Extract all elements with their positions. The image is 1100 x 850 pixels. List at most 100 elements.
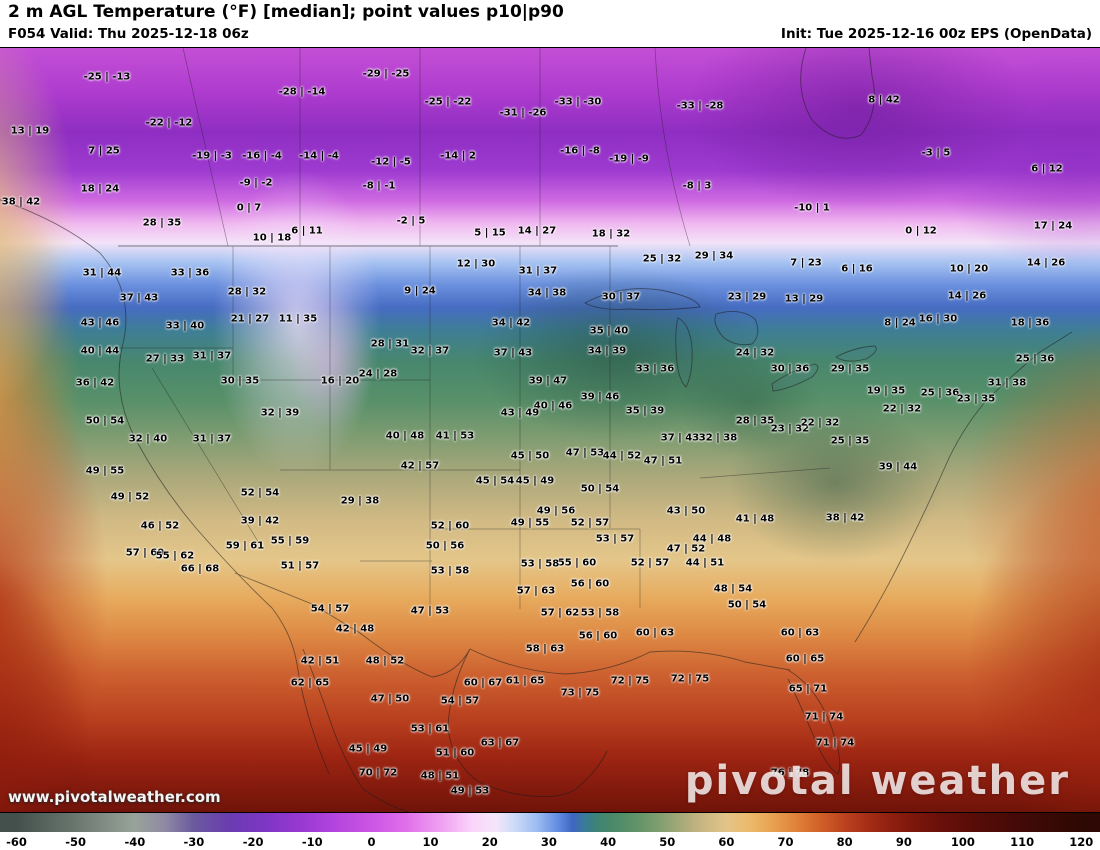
- point-value: 47 | 52: [666, 543, 706, 555]
- point-value: 28 | 35: [735, 415, 775, 427]
- point-value: 57 | 62: [540, 607, 580, 619]
- point-value: 43 | 49: [500, 407, 540, 419]
- point-value: 39 | 42: [240, 515, 280, 527]
- point-value: 45 | 49: [515, 475, 555, 487]
- point-value: 57 | 60: [125, 547, 165, 559]
- point-value: 8 | 24: [884, 317, 916, 329]
- point-value: 52 | 60: [430, 520, 470, 532]
- point-value: 25 | 35: [830, 435, 870, 447]
- temperature-colorbar: -60 -50 -40 -30 -20 -10 0 10 20 30 40 50 60 70 80 90 100…: [0, 813, 1100, 850]
- colorbar-tick-label: -50: [65, 835, 87, 849]
- colorbar-tick-label: 30: [540, 835, 557, 849]
- point-value: 47 | 50: [370, 693, 410, 705]
- point-value: 48 | 52: [365, 655, 405, 667]
- point-value: 31 | 37: [192, 350, 232, 362]
- point-value: 39 | 46: [580, 391, 620, 403]
- point-value: -29 | -25: [362, 68, 410, 80]
- point-value: 29 | 35: [830, 363, 870, 375]
- point-value: 17 | 24: [1033, 220, 1073, 232]
- mexico-gulf-coast: [447, 648, 608, 798]
- point-value: 5 | 15: [474, 227, 506, 239]
- point-value: 14 | 27: [517, 225, 557, 237]
- point-value: 24 | 28: [358, 368, 398, 380]
- point-value: -9 | -2: [239, 177, 273, 189]
- point-value: 48 | 54: [713, 583, 753, 595]
- colorbar-gradient: [0, 813, 1100, 832]
- point-value: 41 | 48: [735, 513, 775, 525]
- point-value: 29 | 38: [340, 495, 380, 507]
- point-value: -19 | -3: [192, 150, 232, 162]
- point-value: 19 | 35: [866, 385, 906, 397]
- lake-michigan: [675, 317, 693, 388]
- point-value: -25 | -13: [83, 71, 131, 83]
- point-value: 58 | 63: [525, 643, 565, 655]
- point-value: 40 | 44: [80, 345, 120, 357]
- lake-erie: [771, 363, 819, 392]
- gulf-of-california: [302, 648, 418, 814]
- point-value: 6 | 12: [1031, 163, 1063, 175]
- point-value: -12 | -5: [371, 156, 411, 168]
- point-value: -3 | 5: [921, 147, 951, 159]
- point-value: 49 | 52: [110, 491, 150, 503]
- point-value: 50 | 56: [425, 540, 465, 552]
- point-value: 35 | 40: [589, 325, 629, 337]
- point-value: 60 | 67: [463, 677, 503, 689]
- point-value: 44 | 52: [602, 450, 642, 462]
- point-value: 32 | 37: [410, 345, 450, 357]
- point-value: 59 | 61: [225, 540, 265, 552]
- point-value: 39 | 47: [528, 375, 568, 387]
- brand-watermark: pivotal weather: [684, 758, 1070, 804]
- point-value: 52 | 57: [570, 517, 610, 529]
- point-value: 18 | 24: [80, 183, 120, 195]
- colorbar-tick-label: 20: [481, 835, 498, 849]
- colorbar-tick-label: 60: [718, 835, 735, 849]
- point-value: 47 | 53: [410, 605, 450, 617]
- point-value: 43 | 50: [666, 505, 706, 517]
- point-value: -2 | 5: [396, 215, 426, 227]
- point-value: 71 | 74: [804, 711, 844, 723]
- colorbar-tick-label: 10: [422, 835, 439, 849]
- florida-peninsula: [787, 669, 841, 775]
- point-value: 28 | 31: [370, 338, 410, 350]
- point-value: 37 | 43: [119, 292, 159, 304]
- point-value: 6 | 11: [291, 225, 323, 237]
- colorbar-tick-label: 0: [367, 835, 376, 849]
- point-value: 38 | 42: [825, 512, 865, 524]
- point-value: 31 | 38: [987, 377, 1027, 389]
- point-value: 18 | 32: [591, 228, 631, 240]
- point-value: 44 | 51: [685, 557, 725, 569]
- point-value: 51 | 60: [435, 747, 475, 759]
- point-value: 25 | 36: [920, 387, 960, 399]
- point-value: -14 | -4: [299, 150, 339, 162]
- point-value: 71 | 74: [815, 737, 855, 749]
- point-value: 44 | 48: [692, 533, 732, 545]
- point-value: 6 | 16: [841, 263, 873, 275]
- point-value: 53 | 58: [520, 558, 560, 570]
- page-title: 2 m AGL Temperature (°F) [median]; point…: [8, 2, 564, 22]
- pacific-coastline: [0, 199, 330, 775]
- point-value: -8 | -1: [362, 180, 396, 192]
- point-value: 72 | 75: [610, 675, 650, 687]
- point-value: 61 | 65: [505, 675, 545, 687]
- point-value: 11 | 35: [278, 313, 318, 325]
- point-value: 7 | 23: [790, 257, 822, 269]
- point-value: -19 | -9: [609, 153, 649, 165]
- atlantic-coastline: [854, 331, 1073, 643]
- point-value: 70 | 72: [358, 767, 398, 779]
- point-value: 49 | 56: [536, 505, 576, 517]
- point-value: 25 | 32: [642, 253, 682, 265]
- point-value: 60 | 63: [635, 627, 675, 639]
- temperature-map[interactable]: -25 | -13 -28 | -14 -29 | -25 -25 | -22 -31 …: [0, 47, 1100, 814]
- point-value: 22 | 32: [882, 403, 922, 415]
- point-value: 53 | 57: [595, 533, 635, 545]
- point-value: 10 | 20: [949, 263, 989, 275]
- point-value: 28 | 35: [142, 217, 182, 229]
- point-value: 47 | 51: [643, 455, 683, 467]
- point-value: 46 | 52: [140, 520, 180, 532]
- point-value: 30 | 37: [601, 291, 641, 303]
- point-value: 27 | 33: [145, 353, 185, 365]
- point-value: 45 | 50: [510, 450, 550, 462]
- point-value: 22 | 32: [800, 417, 840, 429]
- point-value: 45 | 49: [348, 743, 388, 755]
- state-province-borders: [118, 48, 831, 609]
